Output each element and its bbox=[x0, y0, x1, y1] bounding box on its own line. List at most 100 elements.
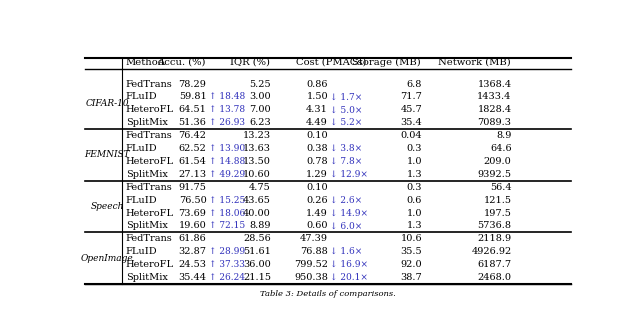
Text: ↓ 14.9×: ↓ 14.9× bbox=[330, 208, 369, 217]
Text: 0.6: 0.6 bbox=[407, 196, 422, 205]
Text: ↓ 16.9×: ↓ 16.9× bbox=[330, 260, 369, 269]
Text: 1828.4: 1828.4 bbox=[477, 105, 511, 114]
Text: Network (MB): Network (MB) bbox=[438, 58, 511, 67]
Text: ↓ 3.8×: ↓ 3.8× bbox=[330, 144, 363, 153]
Text: SplitMix: SplitMix bbox=[125, 118, 168, 127]
Text: 5736.8: 5736.8 bbox=[477, 221, 511, 230]
Text: 35.44: 35.44 bbox=[179, 273, 207, 282]
Text: 8.9: 8.9 bbox=[496, 131, 511, 140]
Text: HeteroFL: HeteroFL bbox=[125, 105, 173, 114]
Text: ↑ 49.29: ↑ 49.29 bbox=[209, 170, 245, 179]
Text: IQR (%): IQR (%) bbox=[230, 58, 270, 67]
Text: 76.42: 76.42 bbox=[179, 131, 207, 140]
Text: 1368.4: 1368.4 bbox=[477, 79, 511, 88]
Text: 2468.0: 2468.0 bbox=[477, 273, 511, 282]
Text: ↑ 72.15: ↑ 72.15 bbox=[209, 221, 245, 230]
Text: Accu. (%): Accu. (%) bbox=[157, 58, 205, 67]
Text: ↑ 13.78: ↑ 13.78 bbox=[209, 105, 245, 114]
Text: 24.53: 24.53 bbox=[179, 260, 207, 269]
Text: FLuID: FLuID bbox=[125, 144, 157, 153]
Text: 1.50: 1.50 bbox=[307, 92, 328, 102]
Text: ↑ 26.93: ↑ 26.93 bbox=[209, 118, 245, 127]
Text: ↑ 18.48: ↑ 18.48 bbox=[209, 92, 245, 102]
Text: 4926.92: 4926.92 bbox=[471, 247, 511, 256]
Text: ↑ 37.33: ↑ 37.33 bbox=[209, 260, 245, 269]
Text: ↓ 6.0×: ↓ 6.0× bbox=[330, 221, 363, 230]
Text: FLuID: FLuID bbox=[125, 92, 157, 102]
Text: 121.5: 121.5 bbox=[484, 196, 511, 205]
Text: FLuID: FLuID bbox=[125, 247, 157, 256]
Text: 38.7: 38.7 bbox=[401, 273, 422, 282]
Text: 13.23: 13.23 bbox=[243, 131, 271, 140]
Text: FedTrans: FedTrans bbox=[125, 234, 172, 243]
Text: 0.10: 0.10 bbox=[307, 183, 328, 192]
Text: 76.50: 76.50 bbox=[179, 196, 207, 205]
Text: 32.87: 32.87 bbox=[179, 247, 207, 256]
Text: ↑ 13.90: ↑ 13.90 bbox=[209, 144, 245, 153]
Text: 64.51: 64.51 bbox=[179, 105, 207, 114]
Text: 0.26: 0.26 bbox=[307, 196, 328, 205]
Text: 3.00: 3.00 bbox=[250, 92, 271, 102]
Text: 1.3: 1.3 bbox=[406, 221, 422, 230]
Text: 13.63: 13.63 bbox=[243, 144, 271, 153]
Text: 0.3: 0.3 bbox=[407, 144, 422, 153]
Text: 71.7: 71.7 bbox=[401, 92, 422, 102]
Text: ↓ 5.2×: ↓ 5.2× bbox=[330, 118, 363, 127]
Text: 35.5: 35.5 bbox=[401, 247, 422, 256]
Text: ↓ 1.6×: ↓ 1.6× bbox=[330, 247, 363, 256]
Text: HeteroFL: HeteroFL bbox=[125, 157, 173, 166]
Text: 0.60: 0.60 bbox=[307, 221, 328, 230]
Text: FedTrans: FedTrans bbox=[125, 79, 172, 88]
Text: ↓ 1.7×: ↓ 1.7× bbox=[330, 92, 363, 102]
Text: ↑ 15.25: ↑ 15.25 bbox=[209, 196, 245, 205]
Text: ↑ 28.99: ↑ 28.99 bbox=[209, 247, 245, 256]
Text: ↑ 18.06: ↑ 18.06 bbox=[209, 208, 245, 217]
Text: ↓ 12.9×: ↓ 12.9× bbox=[330, 170, 369, 179]
Text: 2118.9: 2118.9 bbox=[477, 234, 511, 243]
Text: 6187.7: 6187.7 bbox=[477, 260, 511, 269]
Text: 6.23: 6.23 bbox=[249, 118, 271, 127]
Text: 40.00: 40.00 bbox=[243, 208, 271, 217]
Text: Cost (PMACs): Cost (PMACs) bbox=[296, 58, 366, 67]
Text: 51.61: 51.61 bbox=[243, 247, 271, 256]
Text: Table 3: Details of comparisons.: Table 3: Details of comparisons. bbox=[260, 290, 396, 298]
Text: 5.25: 5.25 bbox=[250, 79, 271, 88]
Text: Method: Method bbox=[125, 58, 164, 67]
Text: ↑ 14.88: ↑ 14.88 bbox=[209, 157, 245, 166]
Text: 78.29: 78.29 bbox=[179, 79, 207, 88]
Text: 1.49: 1.49 bbox=[307, 208, 328, 217]
Text: ↓ 20.1×: ↓ 20.1× bbox=[330, 273, 369, 282]
Text: Speech: Speech bbox=[91, 202, 124, 211]
Text: 27.13: 27.13 bbox=[179, 170, 207, 179]
Text: 1.0: 1.0 bbox=[407, 157, 422, 166]
Text: 47.39: 47.39 bbox=[300, 234, 328, 243]
Text: ↓ 2.6×: ↓ 2.6× bbox=[330, 196, 363, 205]
Text: 7.00: 7.00 bbox=[250, 105, 271, 114]
Text: FLuID: FLuID bbox=[125, 196, 157, 205]
Text: 10.60: 10.60 bbox=[243, 170, 271, 179]
Text: FedTrans: FedTrans bbox=[125, 131, 172, 140]
Text: 4.75: 4.75 bbox=[249, 183, 271, 192]
Text: 1433.4: 1433.4 bbox=[477, 92, 511, 102]
Text: 0.04: 0.04 bbox=[401, 131, 422, 140]
Text: 0.86: 0.86 bbox=[307, 79, 328, 88]
Text: 43.65: 43.65 bbox=[243, 196, 271, 205]
Text: 197.5: 197.5 bbox=[484, 208, 511, 217]
Text: 21.15: 21.15 bbox=[243, 273, 271, 282]
Text: 73.69: 73.69 bbox=[179, 208, 207, 217]
Text: 61.54: 61.54 bbox=[179, 157, 207, 166]
Text: 56.4: 56.4 bbox=[490, 183, 511, 192]
Text: CIFAR-10: CIFAR-10 bbox=[86, 99, 129, 108]
Text: 62.52: 62.52 bbox=[179, 144, 207, 153]
Text: 64.6: 64.6 bbox=[490, 144, 511, 153]
Text: ↓ 7.8×: ↓ 7.8× bbox=[330, 157, 363, 166]
Text: 6.8: 6.8 bbox=[407, 79, 422, 88]
Text: 4.31: 4.31 bbox=[306, 105, 328, 114]
Text: SplitMix: SplitMix bbox=[125, 273, 168, 282]
Text: 0.38: 0.38 bbox=[307, 144, 328, 153]
Text: SplitMix: SplitMix bbox=[125, 221, 168, 230]
Text: FEMNIST: FEMNIST bbox=[84, 150, 130, 159]
Text: 9392.5: 9392.5 bbox=[477, 170, 511, 179]
Text: 13.50: 13.50 bbox=[243, 157, 271, 166]
Text: 10.6: 10.6 bbox=[401, 234, 422, 243]
